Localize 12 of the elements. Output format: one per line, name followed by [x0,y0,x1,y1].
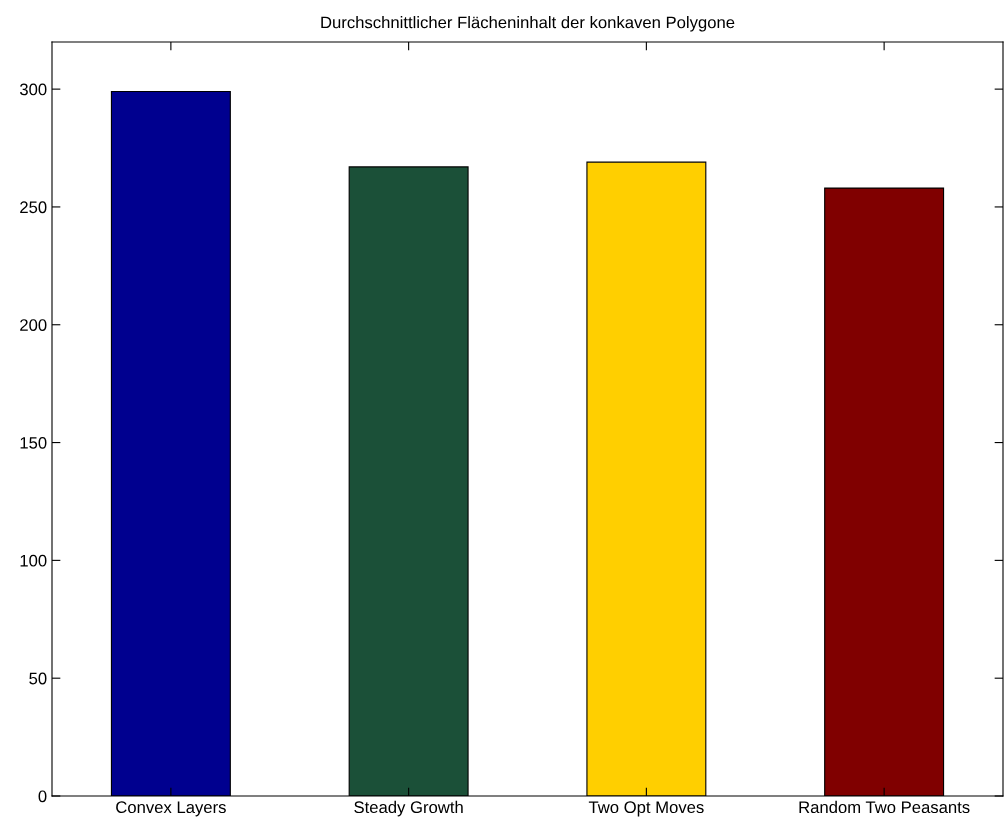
x-tick-label: Two Opt Moves [588,801,704,817]
y-tick-label: 0 [38,790,47,803]
y-tick-label: 150 [20,436,47,449]
y-tick-label: 100 [20,554,47,567]
x-tick-label: Random Two Peasants [799,800,970,814]
y-tick-label: 200 [20,319,47,331]
y-tick-label: 300 [19,83,47,96]
chart-title: Durchschnittlicher Flächeninhalt der konkaven Polygone [321,16,735,32]
x-tick-label: Convex Layers [116,801,226,817]
x-tick-label: Steady Growth [354,800,463,817]
y-tick-label: 250 [20,201,47,214]
y-tick-label: 50 [29,672,47,685]
